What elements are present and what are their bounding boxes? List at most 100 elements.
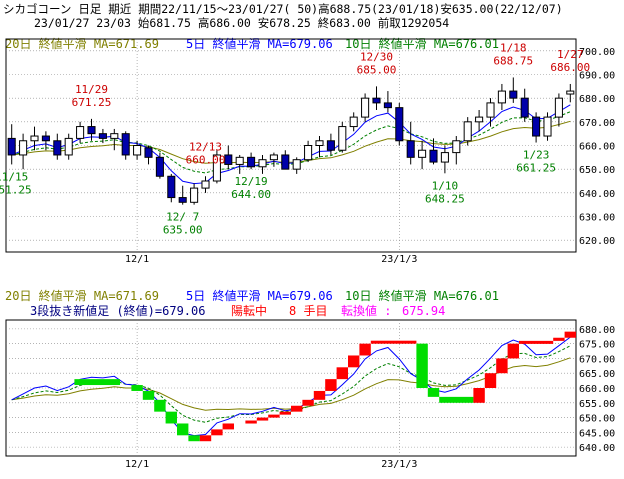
candle-body [212, 154, 221, 182]
brick-down [142, 390, 155, 400]
candle-body [292, 159, 301, 170]
high-annotation-price: 660.00 [186, 153, 226, 166]
candle-body [224, 154, 233, 165]
low-annotation-date: 1/23 [523, 149, 550, 162]
top-legend-ma5: 5日 終値平滑 MA=679.06 [186, 36, 333, 51]
top-y-tick-label: 640.00 [579, 189, 615, 200]
high-annotation-price: 685.00 [357, 63, 397, 76]
top-y-tick-label: 630.00 [579, 213, 615, 224]
candle-body [281, 154, 290, 170]
low-annotation-date: 1/10 [432, 179, 459, 192]
brick-up [519, 340, 554, 344]
candle-body [486, 102, 495, 118]
candle-body [509, 90, 518, 99]
candle-body [76, 126, 85, 139]
candle-body [532, 116, 541, 137]
low-annotation-price: 635.00 [163, 224, 203, 237]
candle-body [144, 147, 153, 158]
brick-up [313, 390, 326, 400]
candle-body [452, 140, 461, 154]
high-annotation-price: 688.75 [493, 54, 533, 67]
candle-body [372, 97, 381, 104]
brick-up [553, 337, 565, 341]
high-annotation-price: 686.00 [550, 61, 590, 74]
bottom-x-tick-label: 23/1/3 [381, 459, 417, 470]
low-annotation-date: 12/19 [235, 175, 268, 188]
top-x-tick-label: 12/1 [125, 254, 149, 265]
brick-up [245, 420, 257, 424]
candle-body [201, 180, 210, 189]
bottom-y-tick-label: 650.00 [579, 414, 615, 425]
top-y-tick-label: 660.00 [579, 142, 615, 153]
brick-up [325, 379, 337, 391]
candle-body [53, 140, 62, 156]
top-legend-ma10: 10日 終値平滑 MA=676.01 [345, 36, 499, 51]
low-annotation-price: 661.25 [516, 162, 556, 175]
brick-down [188, 435, 200, 442]
candle-body [30, 135, 39, 142]
candle-body [520, 97, 529, 118]
brick-up [211, 429, 223, 436]
tlb-status-switch-label: 転換値 : [341, 303, 391, 318]
top-x-tick-label: 23/1/3 [381, 254, 417, 265]
bottom-y-tick-label: 645.00 [579, 428, 615, 439]
tlb-status-count: 8 手目 [289, 304, 327, 318]
candle-body [315, 140, 324, 146]
candle-body [383, 102, 392, 109]
candle-body [41, 135, 50, 142]
bottom-y-tick-label: 680.00 [579, 325, 615, 336]
bottom-y-tick-label: 670.00 [579, 354, 615, 365]
candle-body [87, 126, 96, 135]
candle-body [463, 121, 472, 142]
candle-body [269, 154, 278, 161]
brick-up [348, 355, 360, 368]
top-y-tick-label: 650.00 [579, 165, 615, 176]
brick-up [256, 417, 269, 421]
brick-down [177, 423, 189, 436]
candle-body [121, 133, 130, 156]
brick-down [165, 411, 177, 424]
tlb-status-trend: 陽転中 [231, 303, 267, 318]
candle-body [167, 175, 176, 199]
candle-body [497, 90, 506, 104]
candle-body [361, 97, 370, 118]
high-annotation-price: 671.25 [72, 96, 112, 109]
candle-body [247, 156, 256, 168]
top-y-tick-label: 690.00 [579, 71, 615, 82]
brick-down [416, 343, 428, 388]
bottom-y-tick-label: 640.00 [579, 443, 615, 454]
bottom-y-tick-label: 655.00 [579, 399, 615, 410]
candle-body [190, 187, 199, 203]
candle-body [235, 156, 244, 165]
brick-up [268, 414, 280, 418]
candle-body [429, 149, 438, 163]
brick-up [496, 358, 508, 374]
candle-body [475, 116, 484, 123]
brick-up [370, 340, 417, 344]
brick-up [473, 388, 485, 403]
brick-up [484, 373, 497, 388]
bottom-legend-ma10: 10日 終値平滑 MA=676.01 [345, 288, 499, 303]
top-ma20-line [11, 120, 571, 164]
high-annotation-date: 11/29 [75, 83, 108, 96]
low-annotation-price: 644.00 [231, 188, 271, 201]
candle-body [543, 116, 552, 137]
header-line-1: シカゴコーン 日足 期近 期間22/11/15～23/01/27( 50)高68… [3, 2, 563, 16]
brick-down [427, 388, 440, 397]
high-annotation-date: 1/18 [500, 41, 527, 54]
top-y-tick-label: 620.00 [579, 236, 615, 247]
candle-body [258, 159, 267, 168]
bottom-y-tick-label: 665.00 [579, 369, 615, 380]
low-annotation-price: 651.25 [0, 183, 32, 196]
candle-body [133, 145, 142, 156]
candle-body [406, 140, 415, 158]
candle-body [110, 133, 119, 139]
candle-body [326, 140, 335, 151]
brick-down [154, 399, 166, 412]
candle-body [7, 137, 16, 156]
low-annotation-price: 648.25 [425, 192, 465, 205]
brick-up [564, 331, 576, 338]
candle-body [338, 126, 347, 151]
candle-body [64, 137, 73, 156]
